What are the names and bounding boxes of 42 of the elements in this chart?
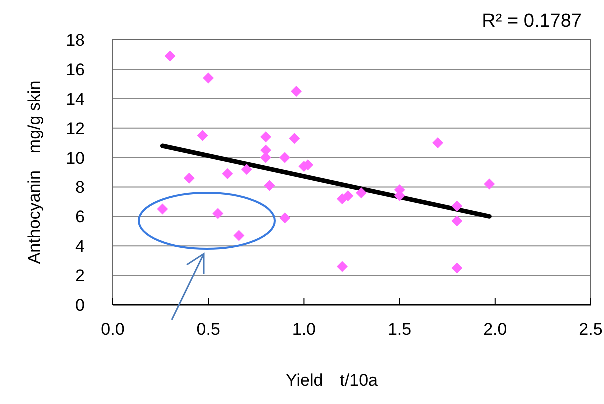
x-axis-title: Yield t/10a [286, 371, 379, 390]
point [291, 86, 302, 98]
y-tick-label: 14 [66, 90, 85, 109]
y-tick-label: 12 [66, 119, 85, 138]
x-tick-label: 1.0 [292, 320, 316, 339]
point [432, 138, 444, 149]
x-tick-label: 0.5 [196, 320, 220, 339]
y-tick-label: 8 [76, 178, 85, 198]
y-tick-label: 6 [76, 208, 85, 227]
point [280, 152, 291, 164]
point [241, 164, 252, 176]
point [264, 180, 276, 192]
point [452, 216, 463, 227]
x-tick-label: 1.5 [388, 320, 412, 339]
y-tick-label: 2 [76, 266, 85, 286]
y-axis-title: Anthocyanin mg/g skin [25, 80, 44, 264]
point [222, 168, 234, 180]
point [157, 204, 168, 215]
y-tick-label: 16 [66, 60, 85, 80]
point [356, 188, 368, 199]
y-tick-label: 4 [76, 237, 85, 256]
text: R² = 0.1787 [482, 11, 582, 32]
point [164, 50, 176, 62]
point [184, 172, 195, 184]
point [260, 132, 272, 143]
point [234, 230, 245, 242]
point [452, 200, 463, 212]
x-tick-label: 0.0 [101, 320, 125, 339]
point [484, 178, 496, 190]
x-tick-label: 2.0 [484, 320, 508, 339]
point [289, 133, 300, 144]
point [212, 208, 224, 220]
y-tick-label: 10 [66, 148, 85, 168]
point [336, 261, 348, 272]
y-tick-label: 18 [66, 31, 85, 50]
point [280, 212, 291, 224]
point [342, 190, 354, 202]
y-tick-label: 0 [76, 296, 85, 315]
point [203, 72, 214, 84]
point [197, 130, 208, 142]
x-tick-label: 2.5 [579, 320, 603, 339]
point [452, 262, 463, 274]
